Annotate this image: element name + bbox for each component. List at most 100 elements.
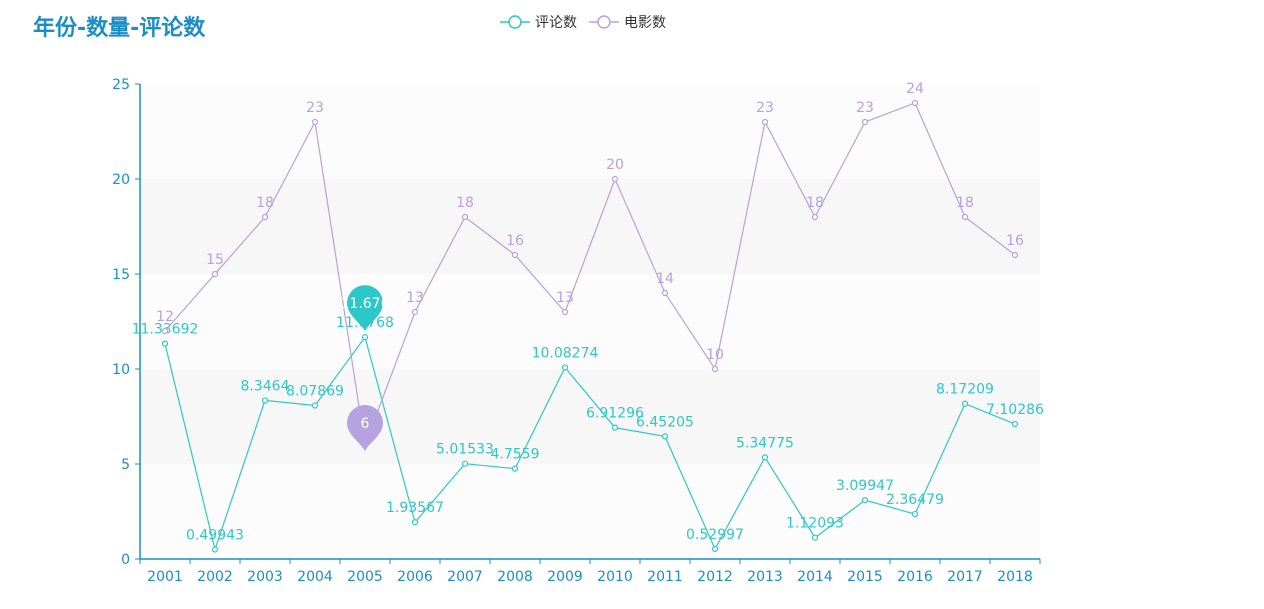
data-label: 12 bbox=[156, 309, 174, 325]
data-label: 14 bbox=[656, 271, 674, 287]
legend: 评论数 电影数 bbox=[500, 12, 678, 32]
legend-label-movies: 电影数 bbox=[624, 15, 666, 31]
data-label: 8.3464 bbox=[241, 378, 290, 394]
data-label: 7.10286 bbox=[986, 402, 1044, 418]
grid-band bbox=[140, 464, 1040, 559]
data-point[interactable] bbox=[461, 460, 469, 467]
pin-marker-label: 6 bbox=[361, 416, 370, 432]
legend-label-comments: 评论数 bbox=[535, 15, 577, 31]
data-point[interactable] bbox=[161, 340, 169, 347]
data-label: 24 bbox=[906, 81, 924, 97]
data-point[interactable] bbox=[261, 213, 269, 221]
x-tick-label: 2008 bbox=[497, 569, 533, 585]
data-label: 16 bbox=[506, 233, 524, 249]
x-tick-label: 2002 bbox=[197, 569, 233, 585]
data-point[interactable] bbox=[1011, 420, 1019, 428]
x-tick-label: 2012 bbox=[697, 569, 733, 585]
x-tick-label: 2016 bbox=[897, 569, 933, 585]
data-point[interactable] bbox=[161, 327, 169, 335]
data-label: 13 bbox=[556, 290, 574, 306]
data-point[interactable] bbox=[461, 213, 469, 221]
x-tick-label: 2004 bbox=[297, 569, 333, 585]
x-tick-label: 2007 bbox=[447, 569, 483, 585]
data-point[interactable] bbox=[561, 364, 569, 371]
data-point[interactable] bbox=[311, 118, 319, 126]
data-point[interactable] bbox=[811, 534, 819, 541]
series-line bbox=[164, 102, 1016, 448]
legend-line-circle-icon bbox=[589, 15, 619, 29]
data-label: 18 bbox=[256, 195, 274, 211]
data-label: 16 bbox=[1006, 233, 1024, 249]
data-label: 0.49943 bbox=[186, 528, 244, 544]
x-tick-label: 2001 bbox=[147, 569, 183, 585]
data-label: 23 bbox=[856, 100, 874, 116]
data-point[interactable] bbox=[661, 289, 669, 297]
data-label: 3.09947 bbox=[836, 478, 894, 494]
data-label: 5.34775 bbox=[736, 435, 794, 451]
data-point[interactable] bbox=[911, 510, 919, 518]
data-point[interactable] bbox=[861, 497, 869, 504]
x-tick-label: 2010 bbox=[597, 569, 633, 585]
y-tick-label: 0 bbox=[121, 552, 130, 568]
legend-item-comments[interactable]: 评论数 bbox=[500, 12, 577, 32]
data-label: 18 bbox=[956, 195, 974, 211]
data-point[interactable] bbox=[761, 118, 769, 126]
data-label: 4.7559 bbox=[491, 447, 540, 463]
pin-marker bbox=[347, 285, 383, 332]
data-point[interactable] bbox=[961, 213, 969, 221]
grid-band bbox=[140, 179, 1040, 274]
y-tick-label: 25 bbox=[112, 77, 130, 93]
legend-line-circle-icon bbox=[500, 15, 530, 29]
data-point[interactable] bbox=[761, 454, 769, 461]
data-point[interactable] bbox=[711, 545, 719, 553]
y-tick-label: 15 bbox=[112, 267, 130, 283]
y-tick-label: 5 bbox=[121, 457, 130, 473]
data-label: 5.01533 bbox=[436, 442, 494, 458]
data-point[interactable] bbox=[411, 308, 419, 316]
data-label: 23 bbox=[756, 100, 774, 116]
data-point[interactable] bbox=[661, 433, 669, 440]
x-tick-label: 2018 bbox=[997, 569, 1033, 585]
data-point[interactable] bbox=[1011, 251, 1019, 259]
x-tick-label: 2006 bbox=[397, 569, 433, 585]
data-label: 1.93567 bbox=[386, 500, 444, 516]
x-tick-label: 2015 bbox=[847, 569, 883, 585]
data-label: 10 bbox=[706, 347, 724, 363]
y-tick-label: 20 bbox=[112, 172, 130, 188]
data-point[interactable] bbox=[811, 213, 819, 221]
series-line bbox=[164, 335, 1016, 552]
data-point[interactable] bbox=[311, 402, 319, 409]
grid-band bbox=[140, 274, 1040, 369]
data-label: 20 bbox=[606, 157, 624, 173]
data-point[interactable] bbox=[611, 424, 619, 431]
data-point[interactable] bbox=[511, 465, 519, 472]
data-point[interactable] bbox=[911, 99, 919, 107]
data-label: 23 bbox=[306, 100, 324, 116]
chart-title: 年份-数量-评论数 bbox=[33, 16, 206, 41]
data-point[interactable] bbox=[961, 400, 969, 407]
grid-band bbox=[140, 369, 1040, 464]
data-point[interactable] bbox=[861, 118, 869, 126]
data-point[interactable] bbox=[411, 519, 419, 526]
data-label: 15 bbox=[206, 252, 224, 268]
data-point[interactable] bbox=[511, 251, 519, 259]
legend-item-movies[interactable]: 电影数 bbox=[589, 12, 666, 32]
data-point[interactable] bbox=[711, 365, 719, 373]
data-label: 13 bbox=[406, 290, 424, 306]
data-label: 2.36479 bbox=[886, 492, 944, 508]
data-point[interactable] bbox=[211, 270, 219, 278]
data-label: 8.17209 bbox=[936, 382, 994, 398]
data-point[interactable] bbox=[211, 546, 219, 553]
data-point[interactable] bbox=[361, 334, 369, 341]
data-point[interactable] bbox=[611, 175, 619, 183]
data-point[interactable] bbox=[261, 397, 269, 404]
grid-band bbox=[140, 84, 1040, 179]
data-label: 18 bbox=[806, 195, 824, 211]
data-label: 1.12093 bbox=[786, 516, 844, 532]
pin-marker bbox=[347, 405, 383, 451]
pin-marker-label: 11.676 bbox=[341, 296, 390, 312]
data-point[interactable] bbox=[561, 308, 569, 316]
data-label: 18 bbox=[456, 195, 474, 211]
y-tick-label: 10 bbox=[112, 362, 130, 378]
